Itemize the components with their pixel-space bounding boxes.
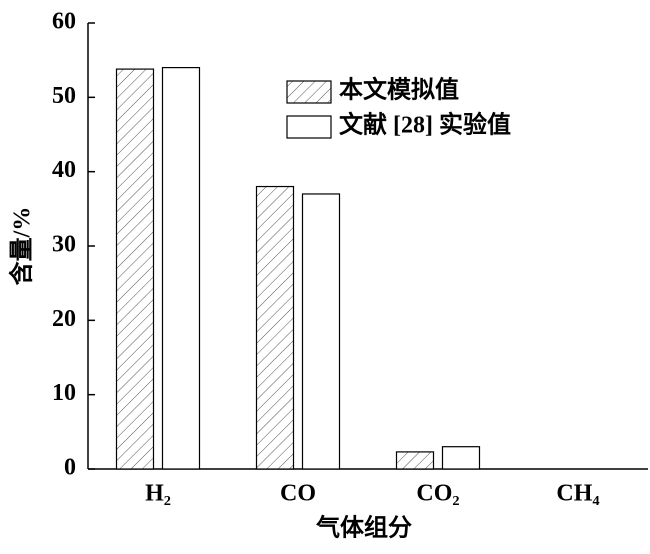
legend-label: 文献 [28] 实验值: [339, 111, 511, 139]
legend-swatch: [286, 115, 332, 139]
y-tick-label: 0: [64, 455, 76, 481]
bar: [255, 185, 295, 470]
x-tick-label: H₂: [145, 481, 171, 507]
legend-label: 本文模拟值: [339, 76, 459, 104]
y-axis-label: 含量/%: [8, 207, 36, 286]
bar: [441, 446, 481, 470]
y-tick-label: 20: [52, 306, 76, 332]
bar: [161, 66, 201, 470]
y-tick-label: 50: [52, 83, 76, 109]
y-tick-label: 40: [52, 157, 76, 183]
bar: [301, 193, 341, 470]
y-tick-label: 60: [52, 9, 76, 35]
bar: [395, 451, 435, 470]
x-tick-label: CO₂: [416, 481, 459, 507]
bar: [115, 68, 155, 470]
x-tick-label: CH₄: [556, 481, 599, 507]
y-tick-label: 10: [52, 380, 76, 406]
x-tick-label: CO: [280, 481, 316, 507]
x-axis-label: 气体组分: [315, 514, 412, 542]
y-tick-label: 30: [52, 232, 76, 258]
legend-swatch: [286, 80, 332, 104]
